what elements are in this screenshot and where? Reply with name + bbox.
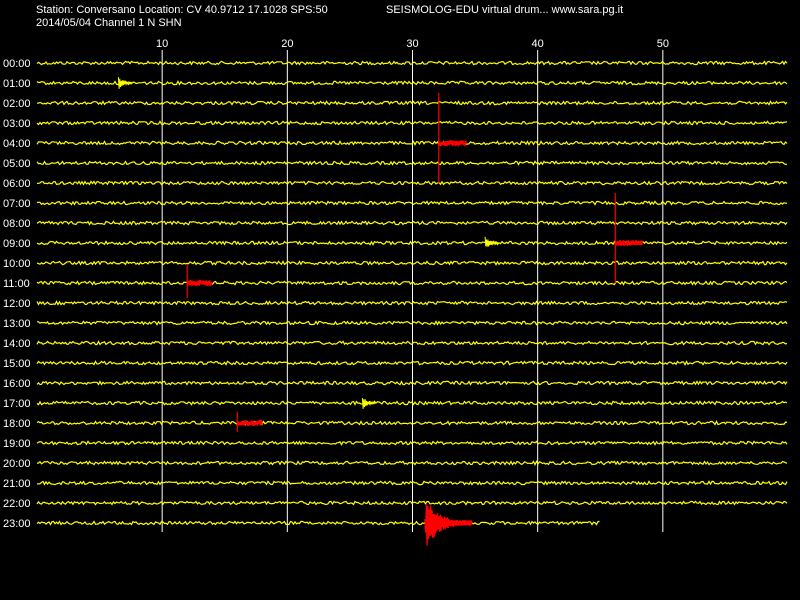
row-label: 05:00 xyxy=(3,158,31,170)
trace-row xyxy=(36,500,788,506)
x-tick-label: 10 xyxy=(156,38,168,50)
trace-row xyxy=(36,140,788,146)
row-label: 13:00 xyxy=(3,318,31,330)
trace-row xyxy=(36,220,788,226)
row-label: 18:00 xyxy=(3,418,31,430)
row-label: 17:00 xyxy=(3,398,31,410)
row-label: 11:00 xyxy=(3,278,30,290)
x-tick-label: 20 xyxy=(281,38,293,50)
events xyxy=(186,93,644,546)
row-label: 08:00 xyxy=(3,218,31,230)
row-label: 03:00 xyxy=(3,118,31,130)
trace-row xyxy=(36,360,788,366)
x-tick-labels: 10 20 30 40 50 xyxy=(156,38,669,50)
event-1800 xyxy=(236,412,263,432)
minor-burst xyxy=(361,398,377,409)
x-tick-label: 40 xyxy=(532,38,544,50)
x-tick-label: 50 xyxy=(657,38,669,50)
event-0400 xyxy=(438,93,467,183)
trace-row xyxy=(36,320,788,326)
header: Station: Conversano Location: CV 40.9712… xyxy=(0,0,800,34)
date-channel-info: 2014/05/04 Channel 1 N SHN xyxy=(36,17,182,29)
row-label: 10:00 xyxy=(3,258,31,270)
event-1100 xyxy=(186,264,213,299)
trace-row xyxy=(36,260,788,266)
minor-burst xyxy=(484,236,499,247)
row-label: 04:00 xyxy=(3,138,31,150)
event-0900 xyxy=(614,193,644,283)
row-label: 20:00 xyxy=(3,458,31,470)
event-coda xyxy=(438,140,467,148)
trace-row xyxy=(36,480,788,486)
trace-row xyxy=(36,460,788,467)
row-label: 16:00 xyxy=(3,378,31,390)
traces xyxy=(36,60,788,526)
trace-row xyxy=(36,80,788,86)
trace-row xyxy=(36,280,788,286)
trace-row xyxy=(36,240,788,246)
trace-row xyxy=(36,520,600,526)
trace-row xyxy=(37,100,788,106)
row-label: 14:00 xyxy=(3,338,31,350)
row-label: 07:00 xyxy=(3,198,31,210)
trace-row xyxy=(36,180,788,186)
row-label: 21:00 xyxy=(3,478,31,490)
row-label: 06:00 xyxy=(3,178,31,190)
row-label: 02:00 xyxy=(3,98,31,110)
trace-row xyxy=(36,120,788,126)
row-label: 00:00 xyxy=(3,58,31,70)
row-label: 19:00 xyxy=(3,438,31,450)
drum-title: SEISMOLOG-EDU virtual drum... www.sara.p… xyxy=(386,4,624,16)
row-label: 09:00 xyxy=(3,238,31,250)
station-info: Station: Conversano Location: CV 40.9712… xyxy=(36,4,328,16)
trace-row xyxy=(36,420,788,426)
minor-burst xyxy=(117,77,133,89)
row-label: 12:00 xyxy=(3,298,31,310)
trace-row xyxy=(36,300,788,306)
row-labels: 00:00 01:00 02:00 03:00 04:00 05:00 06:00 07:00… xyxy=(3,58,31,530)
event-waveform xyxy=(424,504,473,546)
event-coda xyxy=(236,419,263,428)
trace-row xyxy=(36,380,788,386)
event-coda xyxy=(614,239,644,247)
trace-row xyxy=(36,400,788,406)
row-label: 15:00 xyxy=(3,358,31,370)
grid-lines xyxy=(161,50,664,532)
trace-row xyxy=(36,200,788,206)
trace-row xyxy=(36,440,788,446)
x-tick-label: 30 xyxy=(406,38,418,50)
row-label: 22:00 xyxy=(3,498,31,510)
event-2300 xyxy=(424,504,473,546)
trace-row xyxy=(36,160,788,166)
trace-row xyxy=(36,340,788,346)
row-label: 01:00 xyxy=(3,78,31,90)
trace-row xyxy=(36,60,788,66)
event-coda xyxy=(186,278,213,288)
row-label: 23:00 xyxy=(3,518,31,530)
